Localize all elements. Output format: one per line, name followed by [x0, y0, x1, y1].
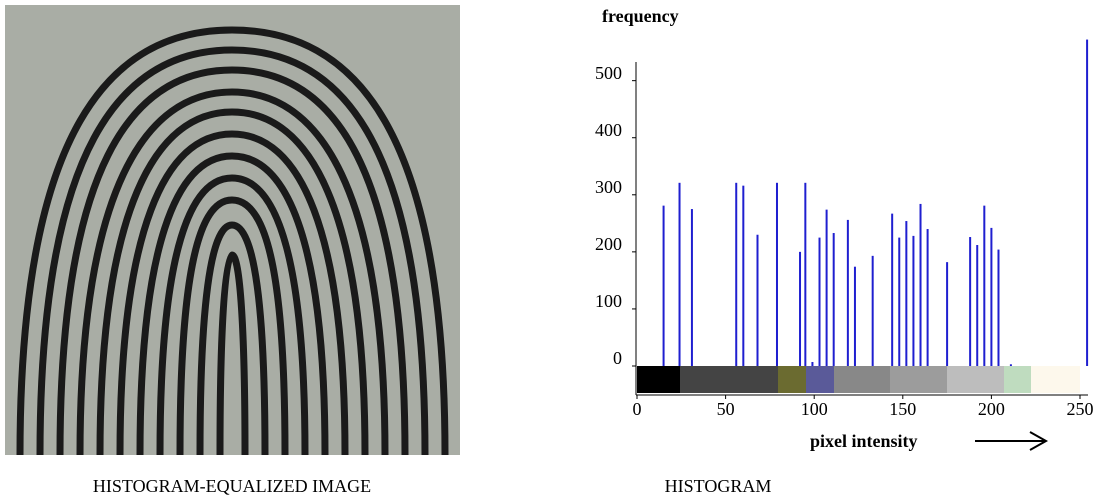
x-tick-label: 0 [633, 399, 642, 419]
bar [976, 245, 979, 366]
bar [775, 182, 778, 366]
ridges [16, 26, 449, 456]
x-tick-label: 150 [889, 399, 916, 419]
bar [919, 203, 922, 366]
intensity-strip [637, 366, 1080, 393]
bar [662, 205, 665, 366]
fingerprint-image [5, 5, 460, 456]
bar [871, 255, 874, 366]
bar [983, 205, 986, 366]
y-tick-label: 100 [595, 291, 622, 311]
image-caption: HISTOGRAM-EQUALIZED IMAGE [93, 476, 371, 496]
bar [997, 249, 1000, 366]
arrow [975, 431, 1049, 451]
bar [818, 237, 821, 366]
x-tick-label: 50 [717, 399, 735, 419]
x-axis-label: pixel intensity [810, 431, 918, 451]
x-tick-label: 200 [978, 399, 1005, 419]
bar [905, 221, 908, 366]
bar [846, 219, 849, 366]
bar [853, 266, 856, 366]
chart-caption: HISTOGRAM [665, 476, 772, 496]
y-tick-label: 200 [595, 234, 622, 254]
bar [946, 262, 949, 366]
y-tick-label: 400 [595, 120, 622, 140]
bar [1009, 364, 1012, 366]
bar [735, 182, 738, 366]
y-axis-label: frequency [602, 6, 679, 26]
bar [912, 235, 915, 366]
bar [799, 251, 802, 366]
bar [1086, 39, 1089, 366]
bar [891, 213, 894, 366]
bar [832, 233, 835, 366]
bar [926, 229, 929, 366]
bar [990, 227, 993, 366]
y-tick-label: 300 [595, 177, 622, 197]
bar [804, 182, 807, 366]
bar [898, 237, 901, 366]
bar [825, 209, 828, 366]
bar [690, 209, 693, 366]
bar [678, 182, 681, 366]
x-tick-label: 250 [1067, 399, 1094, 419]
bar [742, 185, 745, 366]
bar [969, 237, 972, 366]
y-tick-label: 0 [613, 348, 622, 368]
bar [811, 362, 814, 366]
x-tick-label: 100 [801, 399, 828, 419]
bar [756, 234, 759, 366]
y-tick-label: 500 [595, 63, 622, 83]
